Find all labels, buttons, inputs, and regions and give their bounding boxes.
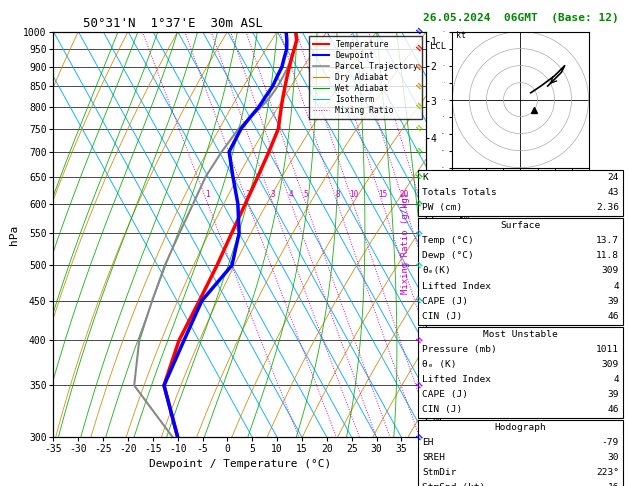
Text: CIN (J): CIN (J) <box>422 405 462 414</box>
Text: PW (cm): PW (cm) <box>422 203 462 212</box>
Text: ≡: ≡ <box>411 122 424 135</box>
Text: Dewp (°C): Dewp (°C) <box>422 251 474 260</box>
Text: 24: 24 <box>608 173 619 182</box>
Legend: Temperature, Dewpoint, Parcel Trajectory, Dry Adiabat, Wet Adiabat, Isotherm, Mi: Temperature, Dewpoint, Parcel Trajectory… <box>309 35 422 119</box>
X-axis label: Dewpoint / Temperature (°C): Dewpoint / Temperature (°C) <box>149 458 331 469</box>
Text: K: K <box>422 173 428 182</box>
Text: 16: 16 <box>608 483 619 486</box>
Text: ≡: ≡ <box>411 379 424 392</box>
Text: ≡: ≡ <box>411 80 424 93</box>
Text: ≡: ≡ <box>411 226 424 240</box>
Text: 309: 309 <box>602 266 619 276</box>
Text: Totals Totals: Totals Totals <box>422 188 497 197</box>
Text: 43: 43 <box>608 188 619 197</box>
Text: 2.36: 2.36 <box>596 203 619 212</box>
Text: 4: 4 <box>613 281 619 291</box>
Text: 15: 15 <box>378 190 387 199</box>
Text: ≡: ≡ <box>411 42 424 55</box>
Y-axis label: hPa: hPa <box>9 225 19 244</box>
Text: 11.8: 11.8 <box>596 251 619 260</box>
Text: CIN (J): CIN (J) <box>422 312 462 321</box>
Text: 5: 5 <box>304 190 308 199</box>
Text: Most Unstable: Most Unstable <box>483 330 558 339</box>
Text: EH: EH <box>422 438 433 447</box>
Text: ≡: ≡ <box>411 334 424 347</box>
Text: 50°31'N  1°37'E  30m ASL: 50°31'N 1°37'E 30m ASL <box>83 17 264 31</box>
Text: 20: 20 <box>399 190 409 199</box>
Text: StmSpd (kt): StmSpd (kt) <box>422 483 486 486</box>
Text: Temp (°C): Temp (°C) <box>422 236 474 245</box>
Text: ≡: ≡ <box>411 101 424 113</box>
Text: CAPE (J): CAPE (J) <box>422 296 468 306</box>
Text: Surface: Surface <box>501 221 540 230</box>
Text: ≡: ≡ <box>411 61 424 73</box>
Text: Hodograph: Hodograph <box>494 423 547 432</box>
Text: 309: 309 <box>602 360 619 369</box>
Text: Pressure (mb): Pressure (mb) <box>422 345 497 354</box>
Text: ≡: ≡ <box>411 171 424 183</box>
Text: 2: 2 <box>246 190 250 199</box>
Text: ≡: ≡ <box>411 25 424 38</box>
Text: ≡: ≡ <box>411 295 424 307</box>
Text: 3: 3 <box>270 190 276 199</box>
Text: kt: kt <box>456 32 466 40</box>
Text: Lifted Index: Lifted Index <box>422 281 491 291</box>
Text: θₑ (K): θₑ (K) <box>422 360 457 369</box>
Text: Lifted Index: Lifted Index <box>422 375 491 384</box>
Text: θₑ(K): θₑ(K) <box>422 266 451 276</box>
Text: 10: 10 <box>348 190 358 199</box>
Text: 25: 25 <box>416 190 426 199</box>
Text: LCL: LCL <box>430 42 446 51</box>
Text: SREH: SREH <box>422 453 445 462</box>
Text: 8: 8 <box>335 190 340 199</box>
Text: 39: 39 <box>608 390 619 399</box>
Text: 1: 1 <box>206 190 210 199</box>
Text: 46: 46 <box>608 312 619 321</box>
Text: 223°: 223° <box>596 468 619 477</box>
Text: 4: 4 <box>613 375 619 384</box>
Text: 13.7: 13.7 <box>596 236 619 245</box>
Y-axis label: km
ASL: km ASL <box>455 213 473 235</box>
Text: ≡: ≡ <box>411 197 424 210</box>
Text: 26.05.2024  06GMT  (Base: 12): 26.05.2024 06GMT (Base: 12) <box>423 13 618 23</box>
Text: 30: 30 <box>608 453 619 462</box>
Text: 1011: 1011 <box>596 345 619 354</box>
Text: StmDir: StmDir <box>422 468 457 477</box>
Text: ≡: ≡ <box>411 259 424 272</box>
Text: -79: -79 <box>602 438 619 447</box>
Text: ≡: ≡ <box>411 145 424 158</box>
Text: 4: 4 <box>289 190 294 199</box>
Text: CAPE (J): CAPE (J) <box>422 390 468 399</box>
Text: Mixing Ratio (g/kg): Mixing Ratio (g/kg) <box>401 192 410 294</box>
Text: ≡: ≡ <box>411 431 424 444</box>
Text: 39: 39 <box>608 296 619 306</box>
Text: 46: 46 <box>608 405 619 414</box>
